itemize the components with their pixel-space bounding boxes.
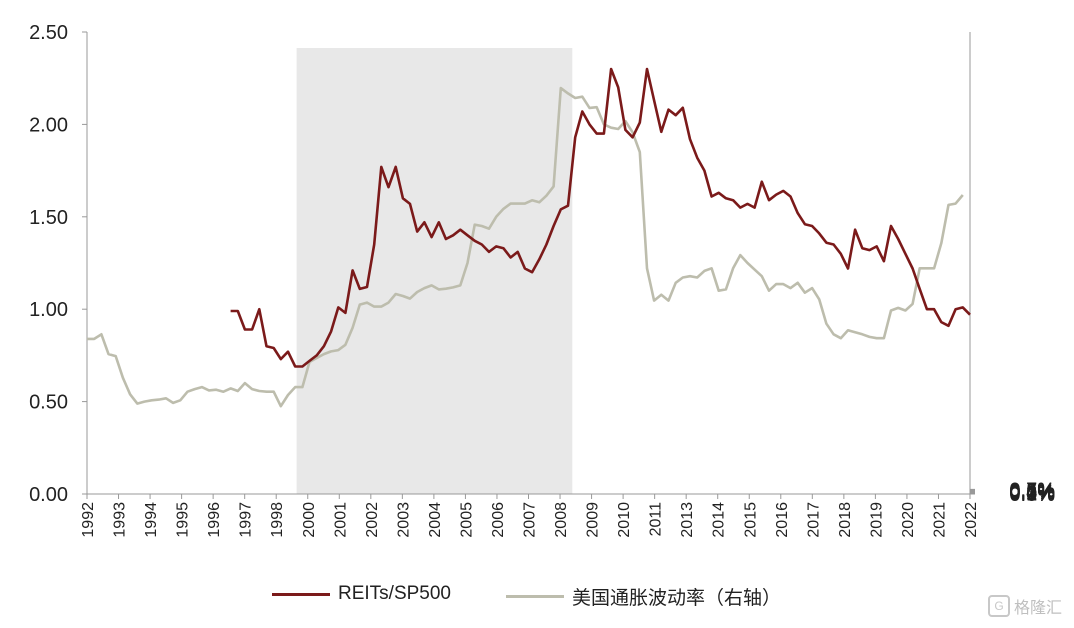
x-tick-label: 1993: [112, 502, 129, 538]
x-tick-label: 2018: [837, 502, 854, 538]
right-tick-label: 0.5%: [1009, 481, 1055, 503]
legend-item-inflation: 美国通胀波动率（右轴）: [506, 583, 781, 610]
chart-canvas: 0.00 0.50 1.00 1.50 2.00 2.50 0.0%0.1%0.2%0.3…: [29, 22, 1055, 538]
x-tick-label: 2000: [301, 502, 318, 538]
series-line-reits-sp500: [230, 67, 971, 368]
left-tick-label: 2.50: [29, 22, 68, 44]
left-tick-label: 0.00: [29, 484, 68, 506]
x-tick-label: 2005: [458, 502, 475, 538]
right-axis-ticks: 0.0%0.1%0.2%0.3%0.4%0.5%0.6%0.7%: [970, 479, 1055, 506]
x-tick-label: 1994: [143, 502, 160, 538]
x-tick-label: 2021: [931, 502, 948, 538]
x-tick-label: 2008: [553, 502, 570, 538]
x-tick-label: 2020: [900, 502, 917, 538]
x-tick-label: 2013: [679, 502, 696, 538]
legend-label-inflation: 美国通胀波动率（右轴）: [572, 588, 782, 609]
x-tick-label: 2006: [490, 502, 507, 538]
x-tick-label: 1997: [238, 502, 255, 538]
x-tick-label: 2004: [427, 502, 444, 538]
left-tick-label: 0.50: [29, 392, 68, 414]
right-tick-label: 0.7%: [1009, 479, 1055, 501]
x-tick-label: 1996: [206, 502, 223, 538]
legend: REITs/SP500 美国通胀波动率（右轴）: [0, 583, 1074, 613]
x-tick-label: 2001: [332, 502, 349, 538]
x-tick-label: 2010: [616, 502, 633, 538]
legend-swatch-inflation: [506, 595, 564, 598]
x-tick-label: 2007: [522, 502, 539, 538]
right-tick-label: 0.1%: [1009, 483, 1055, 505]
series-line-us-inflation-volatility: [87, 86, 964, 408]
x-tick-label: 2003: [395, 502, 412, 538]
left-axis-ticks: 0.00 0.50 1.00 1.50 2.00 2.50: [29, 22, 87, 506]
right-tick-label: 0.0%: [1009, 484, 1055, 506]
x-tick-label: 1992: [80, 502, 97, 538]
x-tick-label: 2009: [585, 502, 602, 538]
watermark: G 格隆汇: [987, 594, 1062, 618]
x-tick-label: 2016: [774, 502, 791, 538]
right-tick-label: 0.2%: [1009, 483, 1055, 505]
left-tick-label: 1.50: [29, 207, 68, 229]
x-tick-label: 2014: [711, 502, 728, 538]
legend-item-reits: REITs/SP500: [272, 583, 451, 605]
left-tick-label: 1.00: [29, 299, 68, 321]
x-tick-label: 2017: [805, 502, 822, 538]
x-tick-label: 2011: [648, 502, 665, 537]
x-tick-label: 1998: [269, 502, 286, 538]
x-tick-label: 2002: [364, 502, 381, 538]
x-tick-label: 1995: [175, 502, 192, 538]
x-axis-ticks: 1992 1993 1994 1995 1996 1997 1998 2000 2001 2002…: [80, 494, 980, 538]
series-lines: [87, 67, 971, 408]
left-tick-label: 2.00: [29, 114, 68, 136]
legend-swatch-reits: [272, 592, 330, 596]
right-tick-label: 0.3%: [1009, 482, 1055, 504]
watermark-logo-icon: G: [987, 595, 1010, 617]
shaded-period: [296, 48, 573, 494]
x-tick-label: 2022: [963, 502, 980, 538]
right-tick-label: 0.4%: [1009, 481, 1055, 503]
x-tick-label: 2015: [742, 502, 759, 538]
x-tick-label: 2019: [868, 502, 885, 538]
right-tick-label: 0.6%: [1009, 480, 1055, 502]
legend-label-reits: REITs/SP500: [338, 583, 451, 604]
watermark-text: 格隆汇: [1013, 600, 1062, 617]
